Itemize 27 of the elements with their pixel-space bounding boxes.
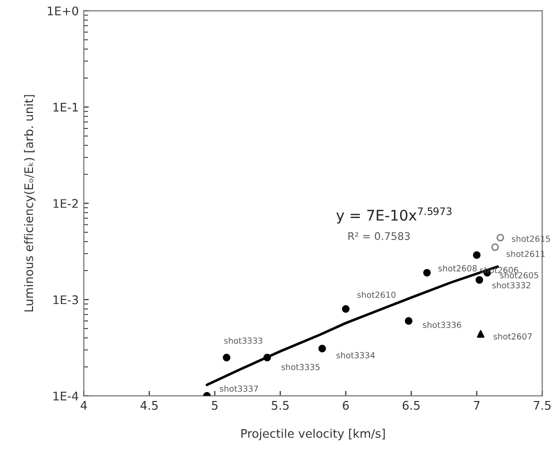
y-tick-label: 1E-4 — [54, 392, 78, 400]
x-tick-label: 6 — [342, 400, 349, 410]
annotation: shot3335 — [282, 364, 320, 370]
x-tick-label: 4.5 — [140, 401, 158, 410]
annotation: shot3334 — [336, 352, 375, 358]
x-tick-label: 6.5 — [402, 400, 420, 410]
annotation: shot2608 — [438, 265, 477, 272]
annotation: shot2607 — [494, 333, 532, 340]
annotation: shot3333 — [224, 337, 262, 344]
y-tick-label: 1E-1 — [54, 102, 78, 112]
x-tick-label: 5 — [212, 401, 218, 410]
y-axis-title: Luminous efficiency(Eₒ/Eₖ) [arb. unit] — [24, 95, 36, 312]
x-axis-title: Projectile velocity [km/s] — [241, 428, 385, 440]
annotation: shot3337 — [220, 385, 258, 392]
x-tick-label: 4 — [80, 401, 87, 410]
x-tick-label: 7 — [474, 401, 480, 410]
y-tick-label: 1E-3 — [54, 295, 78, 304]
x-tick-label: 5.5 — [272, 401, 289, 410]
annotation: shot2605 — [500, 272, 538, 278]
y-tick-label: 1E+0 — [48, 6, 78, 16]
y-tick-label: 1E-2 — [54, 199, 78, 208]
annotation: R² = 0.7583 — [348, 232, 410, 240]
x-tick-label: 7.5 — [534, 401, 551, 410]
annotation: shot3332 — [492, 282, 530, 288]
annotation: shot2610 — [357, 291, 396, 298]
annotation: y = 7E-10x$^{7.5973}$ — [336, 207, 452, 224]
annotation: shot3336 — [422, 322, 462, 328]
